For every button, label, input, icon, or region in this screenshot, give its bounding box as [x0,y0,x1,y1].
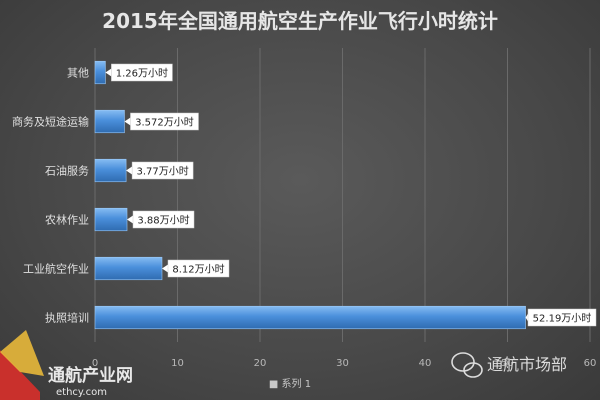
data-label-box [111,63,173,82]
data-label-box [132,210,195,229]
category-label: 石油服务 [45,164,89,178]
x-tick-label: 10 [171,358,184,369]
bar [94,256,163,281]
data-label-text: 1.26万小时 [116,68,168,80]
x-tick-label: 0 [92,358,98,369]
x-tick-label: 60 [584,358,597,369]
bars [94,60,526,330]
bar [94,207,128,232]
category-label: 商务及短途运输 [12,115,89,129]
data-label: 3.77万小时 [126,161,194,180]
bar [94,109,125,134]
data-label: 52.19万小时 [525,308,597,327]
data-label-text: 52.19万小时 [533,313,592,325]
bar [94,158,127,183]
x-tick-label: 40 [419,358,432,369]
watermark-left-sub: ethcy.com [56,387,107,398]
data-label-pointer [161,264,168,273]
data-label-pointer [105,68,112,77]
data-label-box [527,308,597,327]
data-label: 3.88万小时 [127,210,195,229]
x-tick-label: 20 [254,358,267,369]
data-label: 3.572万小时 [124,112,199,131]
x-tick-label: 30 [336,358,349,369]
data-label-text: 3.88万小时 [137,215,189,227]
watermark-flag-icon [0,350,40,400]
data-label-box [130,112,199,131]
wechat-icon [451,352,483,378]
data-label-box [131,161,194,180]
watermark-left: 通航产业网 ethcy.com [0,330,133,400]
data-label: 8.12万小时 [161,259,230,278]
data-label-pointer [126,166,133,175]
legend-entry: ■ 系列 1 [269,377,311,390]
data-labels: 1.26万小时 3.572万小时 3.77万小时 3.88万小时 8.12万小时 52.1… [105,63,597,327]
grid-lines [94,48,591,342]
watermark-right-text: 通航市场部 [487,355,567,374]
data-label-text: 3.77万小时 [136,166,188,178]
data-label-pointer [127,215,134,224]
data-label-pointer [525,313,528,322]
watermark-right: 通航市场部 [451,352,567,378]
watermark-left-main: 通航产业网 [48,365,133,386]
category-label: 其他 [67,67,89,80]
category-label: 工业航空作业 [23,262,89,276]
bar [94,60,106,85]
category-label: 执照培训 [45,311,89,325]
x-tick-labels: 0 10 20 30 40 50 60 [92,358,597,369]
chart-title: 2015年全国通用航空生产作业飞行小时统计 [102,9,498,33]
category-label: 农林作业 [45,213,89,227]
data-label: 1.26万小时 [105,63,173,82]
bar [94,305,526,330]
watermark-plane-icon [0,330,44,376]
data-label-pointer [124,117,131,126]
x-tick-label: 50 [501,358,514,369]
data-label-text: 8.12万小时 [172,264,224,276]
data-label-text: 3.572万小时 [135,117,194,129]
data-label-box [167,259,230,278]
